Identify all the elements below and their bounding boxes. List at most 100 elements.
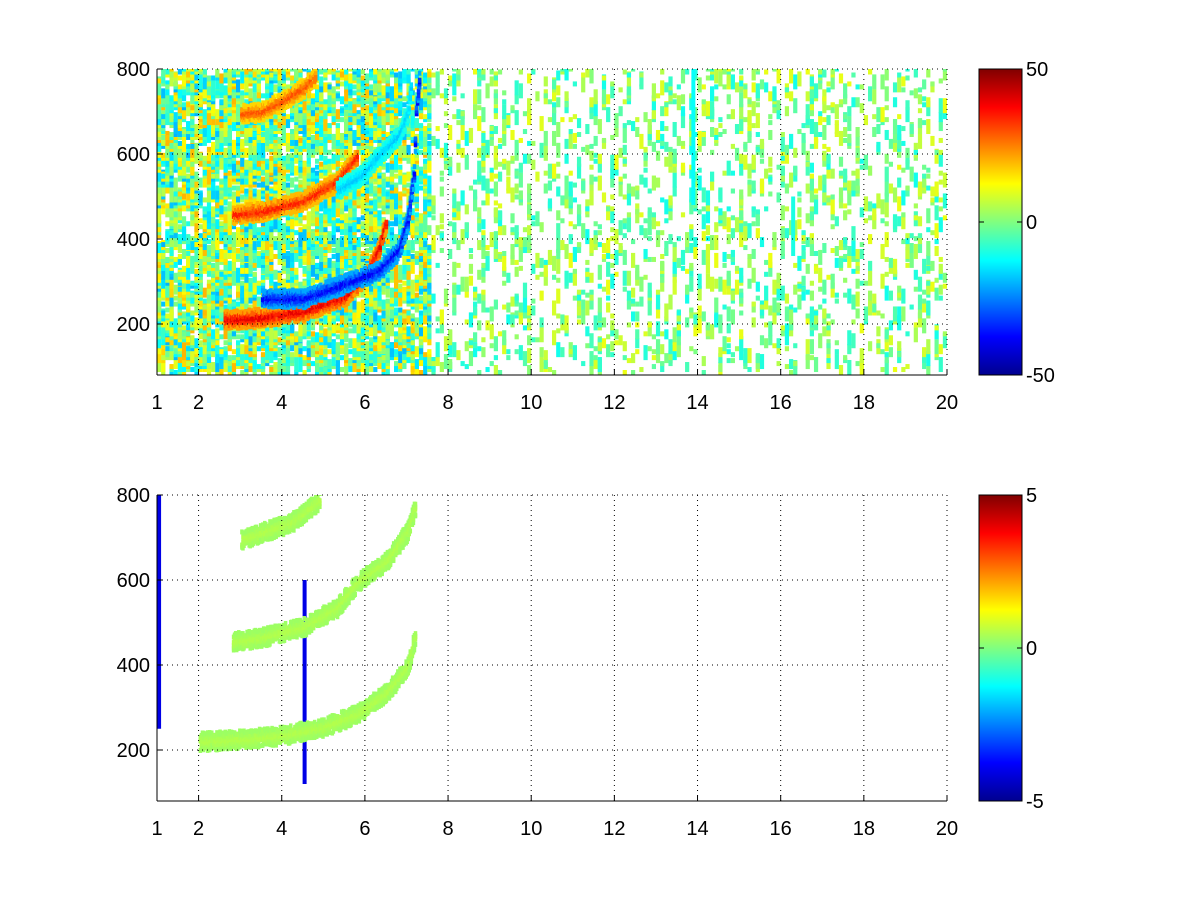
heatmap-cell — [547, 117, 553, 123]
heatmap-cell — [169, 187, 174, 203]
heatmap-cell — [631, 353, 636, 364]
heatmap-cell — [356, 69, 361, 75]
heatmap-cell — [310, 261, 316, 277]
heatmap-cell — [456, 205, 461, 221]
heatmap-cell — [281, 361, 286, 367]
heatmap-cell — [685, 232, 690, 248]
heatmap-cell — [560, 314, 565, 325]
heatmap-cell — [169, 282, 174, 298]
heatmap-cell — [689, 199, 694, 215]
heatmap-cell — [764, 259, 769, 265]
heatmap-cell — [331, 253, 336, 259]
heatmap-cell — [177, 307, 182, 313]
heatmap-cell — [223, 208, 228, 224]
heatmap-cell — [285, 69, 291, 72]
heatmap-cell — [331, 262, 336, 268]
heatmap-cell — [518, 302, 523, 313]
heatmap-cell — [294, 283, 299, 289]
heatmap-cell — [664, 319, 669, 325]
heatmap-cell — [418, 280, 424, 286]
heatmap-cell — [398, 317, 403, 328]
heatmap-cell — [643, 152, 648, 158]
heatmap-cell — [672, 99, 677, 105]
heatmap-cell — [655, 230, 661, 236]
heatmap-cell — [244, 243, 249, 254]
heatmap-cell — [373, 188, 378, 194]
heatmap-cell — [198, 120, 203, 126]
heatmap-cell — [256, 331, 261, 337]
heatmap-cell — [672, 327, 677, 343]
heatmap-cell — [269, 229, 274, 245]
heatmap-cell — [352, 352, 357, 358]
heatmap-cell — [460, 276, 465, 292]
heatmap-cell — [348, 93, 353, 99]
heatmap-cell — [593, 234, 598, 245]
heatmap-cell — [502, 339, 507, 355]
heatmap-cell — [739, 329, 744, 340]
heatmap-cell — [215, 126, 220, 132]
heatmap-cell — [277, 347, 282, 358]
heatmap-cell — [543, 130, 548, 146]
heatmap-cell — [202, 206, 207, 212]
heatmap-cell — [622, 123, 627, 129]
heatmap-cell — [310, 134, 316, 140]
heatmap-cell — [285, 167, 291, 173]
heatmap-cell — [680, 69, 686, 84]
heatmap-cell — [290, 279, 295, 295]
heatmap-cell — [198, 192, 203, 203]
heatmap-cell — [169, 291, 174, 307]
heatmap-cell — [468, 185, 474, 191]
heatmap-cell — [381, 121, 386, 132]
heatmap-cell — [502, 330, 507, 346]
heatmap-cell — [481, 144, 486, 155]
heatmap-cell — [273, 84, 278, 90]
heatmap-cell — [223, 175, 228, 191]
heatmap-cell — [327, 111, 332, 117]
heatmap-cell — [181, 367, 187, 373]
heatmap-cell — [352, 233, 357, 239]
heatmap-cell — [265, 263, 270, 274]
heatmap-cell — [181, 102, 187, 108]
heatmap-cell — [685, 243, 690, 254]
heatmap-cell — [755, 216, 760, 227]
heatmap-cell — [236, 87, 241, 93]
heatmap-cell — [331, 364, 336, 370]
heatmap-cell — [626, 190, 632, 206]
heatmap-cell — [231, 248, 237, 254]
heatmap-cell — [468, 340, 474, 346]
heatmap-cell — [173, 318, 178, 334]
heatmap-cell — [186, 234, 191, 245]
heatmap-cell — [755, 113, 760, 129]
heatmap-cell — [360, 178, 365, 194]
heatmap-cell — [668, 76, 673, 87]
heatmap-cell — [556, 142, 561, 158]
heatmap-cell — [369, 350, 374, 361]
heatmap-cell — [202, 350, 207, 361]
heatmap-cell — [585, 292, 590, 298]
heatmap-cell — [260, 177, 266, 188]
heatmap-cell — [348, 221, 353, 227]
heatmap-cell — [198, 242, 203, 248]
heatmap-cell — [157, 313, 162, 319]
heatmap-cell — [394, 72, 399, 78]
heatmap-cell — [223, 340, 228, 346]
heatmap-cell — [348, 108, 353, 114]
heatmap-cell — [173, 352, 178, 358]
heatmap-cell — [556, 173, 561, 179]
heatmap-cell — [394, 337, 399, 343]
heatmap-cell — [751, 301, 756, 307]
heatmap-cell — [240, 170, 245, 176]
heatmap-cell — [269, 242, 274, 248]
heatmap-cell — [581, 289, 586, 295]
heatmap-cell — [169, 345, 174, 361]
heatmap-cell — [352, 245, 357, 251]
heatmap-cell — [547, 99, 553, 105]
heatmap-cell — [181, 129, 187, 135]
heatmap-cell — [356, 338, 361, 349]
heatmap-cell — [227, 69, 232, 84]
heatmap-cell — [768, 91, 773, 102]
heatmap-cell — [406, 295, 411, 301]
heatmap-cell — [331, 248, 336, 254]
heatmap-cell — [589, 69, 594, 84]
heatmap-cell — [597, 283, 602, 289]
